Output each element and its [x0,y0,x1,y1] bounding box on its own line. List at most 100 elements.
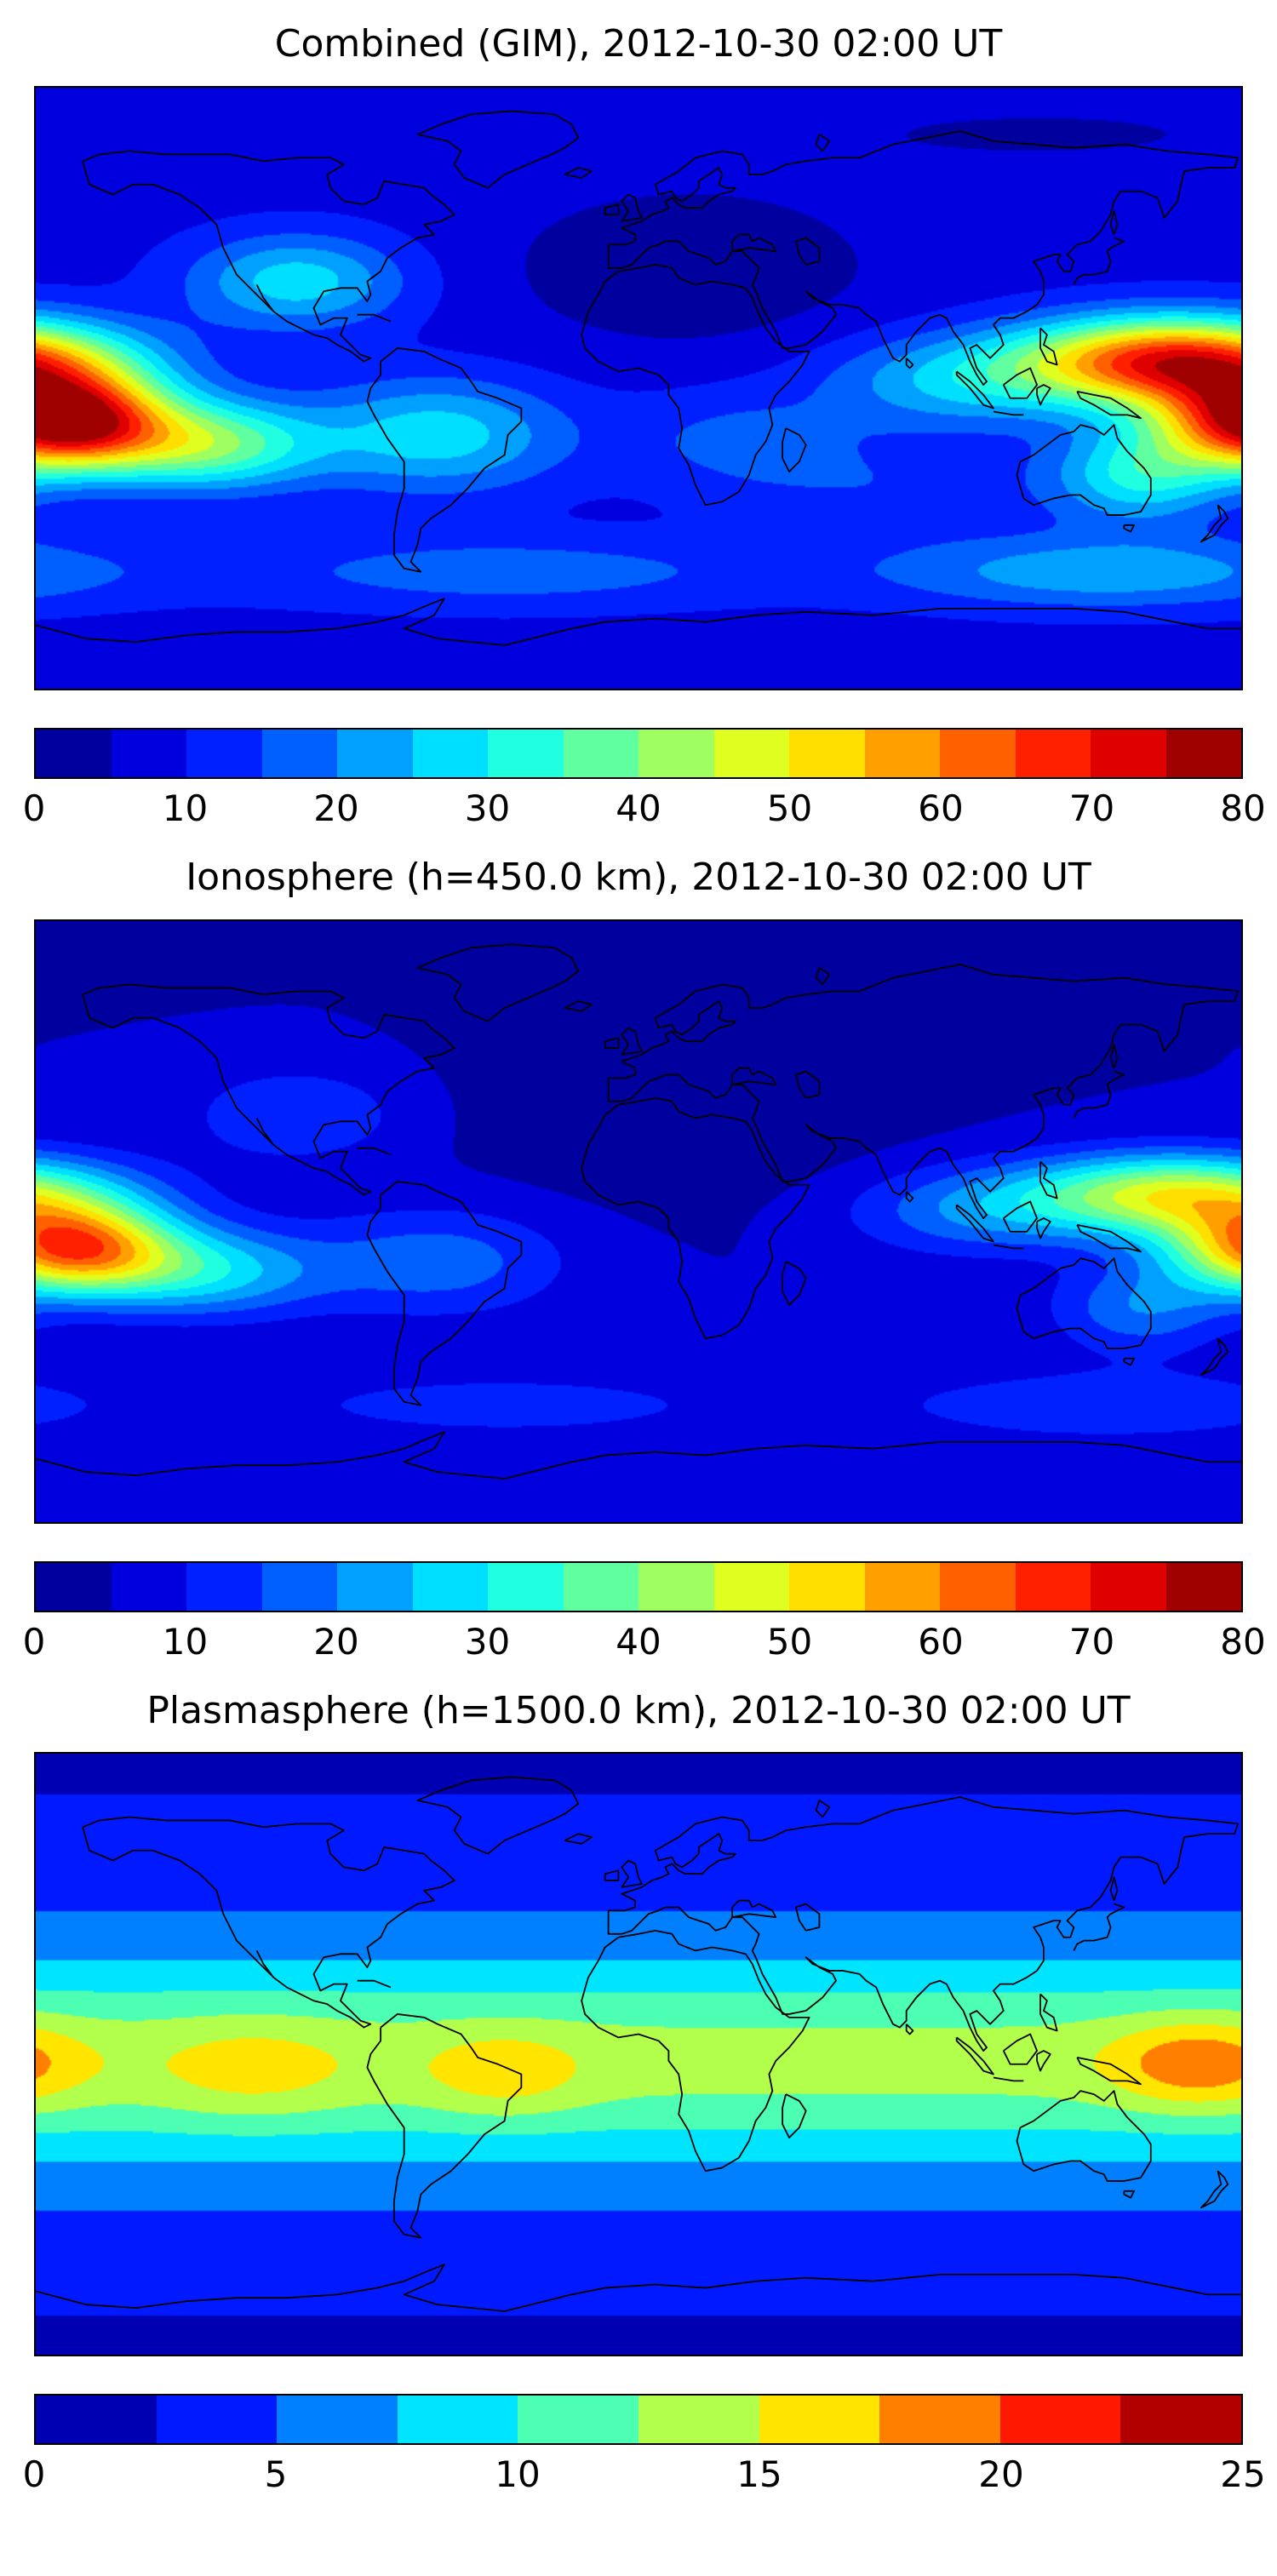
colorbar [34,1560,1243,1612]
coastline-path [957,2038,994,2075]
coastline-path [1077,1225,1141,1251]
colorbar-segment [638,2396,759,2444]
colorbar-segment [186,1562,262,1611]
coastlines-overlay [36,1754,1241,2355]
coastline-path [732,1068,776,1085]
coastline-path [605,1038,619,1048]
colorbar-tick-label: 60 [918,787,964,829]
colorbar-tick-label: 30 [464,1620,511,1663]
colorbar-tick-labels: 0 10 20 30 40 50 60 70 80 [23,786,1266,833]
colorbar [34,2394,1243,2446]
colorbar-segment [1165,1562,1241,1611]
colorbar-segment [111,1562,186,1611]
map-plot-area [34,85,1243,690]
coastline-path [1124,525,1134,532]
coastline-path [564,1001,591,1011]
coastline-path [367,348,521,572]
colorbar-tick-label: 10 [495,2453,541,2496]
coastline-path [994,1245,1023,1248]
coastline-path [816,968,829,985]
coastline-path [417,111,578,187]
coastline-path [796,1904,820,1931]
coastline-path [621,1028,642,1054]
tec-contour-canvas [36,920,1241,1522]
coastline-path [1040,1995,1057,2031]
tec-contour-canvas [36,87,1241,689]
colorbar-tick-label: 70 [1068,787,1115,829]
colorbar-segment [156,2396,278,2444]
coastline-path [358,315,391,322]
colorbar-segment [337,729,413,777]
coastline-path [621,194,642,220]
map-plot-area [34,1752,1243,2357]
colorbar-segment [759,2396,880,2444]
panel-title: Combined (GIM), 2012-10-30 02:00 UT [274,22,1003,66]
colorbar-tick-labels: 0 5 10 15 20 25 [23,2452,1266,2499]
panel-plasmasphere: Plasmasphere (h=1500.0 km), 2012-10-30 0… [0,1689,1277,2500]
coastline-path [957,1205,994,1241]
coastline-path [417,944,578,1021]
coastline-path [36,1432,1241,1479]
coastline-path [907,1191,913,1201]
coastline-path [1074,1071,1124,1118]
colorbar-segment [713,729,789,777]
colorbar-segment [789,729,865,777]
coastline-path [36,2264,1241,2311]
colorbar-segment [488,729,564,777]
colorbar-segment [1165,729,1241,777]
coastline-path [816,1800,829,1818]
coastline-path [1201,1338,1228,1375]
colorbar-segment [277,2396,398,2444]
coastline-path [581,265,809,505]
coastline-path [816,135,829,152]
colorbar-segment [1091,729,1166,777]
panel-title: Ionosphere (h=450.0 km), 2012-10-30 02:0… [186,855,1091,899]
coastline-path [257,1118,274,1144]
coastline-path [1016,1258,1150,1348]
panel-title: Plasmasphere (h=1500.0 km), 2012-10-30 0… [146,1688,1131,1732]
colorbar-segment [488,1562,564,1611]
coastline-path [1016,2092,1150,2182]
colorbar-segment [563,729,638,777]
coastline-path [83,151,455,361]
panel-combined-gim: Combined (GIM), 2012-10-30 02:00 UT 0 10 2… [0,22,1277,833]
coastline-path [417,1777,578,1854]
coastline-path [957,371,994,408]
colorbar-tick-label: 20 [313,1620,359,1663]
coastline-path [257,284,274,311]
coastline-path [994,2078,1023,2081]
colorbar-segment [412,1562,488,1611]
colorbar-tick-label: 0 [22,1620,46,1663]
coastline-path [605,1871,619,1881]
coastline-path [83,984,455,1194]
colorbar-tick-label: 50 [766,787,813,829]
coastline-path [1004,1201,1037,1231]
colorbar-tick-labels: 0 10 20 30 40 50 60 70 80 [23,1619,1266,1667]
coastlines-overlay [36,921,1241,1522]
coastline-path [1111,1045,1118,1068]
colorbar-tick-label: 15 [736,2453,782,2496]
coastline-path [1201,505,1228,541]
map-plot-area [34,919,1243,1524]
colorbar-segment [864,1562,940,1611]
coastline-path [1040,1161,1057,1198]
colorbar-segment [397,2396,518,2444]
colorbar-tick-label: 40 [616,787,661,829]
coastline-path [1037,385,1051,405]
colorbar-segment [36,729,112,777]
colorbar-tick-label: 60 [918,1620,964,1663]
coastline-path [609,131,1238,385]
coastline-path [1111,211,1118,234]
coastline-path [782,2094,806,2138]
coastline-path [1074,238,1124,284]
colorbar-segment [879,2396,1000,2444]
coastline-path [782,428,806,472]
coastline-path [1004,2035,1037,2064]
coastline-path [796,238,820,264]
colorbar-tick-label: 20 [313,787,359,829]
coastline-path [1077,2058,1141,2084]
coastline-path [564,1835,591,1845]
colorbar-segment [563,1562,638,1611]
colorbar-segment [337,1562,413,1611]
coastline-path [732,234,776,251]
